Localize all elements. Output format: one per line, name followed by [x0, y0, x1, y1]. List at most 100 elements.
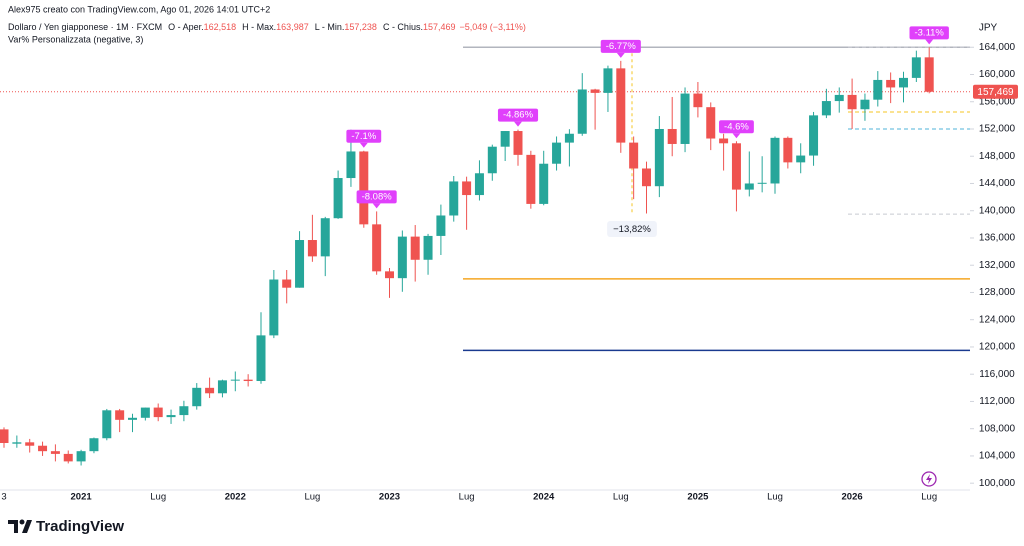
- ohlc-label: C - Chius.: [383, 22, 423, 32]
- candle-body: [359, 151, 369, 225]
- candle-body: [333, 178, 343, 219]
- candle-body: [526, 154, 536, 204]
- annotation-pointer: [732, 133, 741, 139]
- candle-body: [12, 442, 22, 444]
- candle-body: [474, 173, 484, 196]
- symbol-header: Dollaro / Yen giapponese · 1M · FXCM O - …: [8, 22, 526, 32]
- x-tick-label: 2025: [687, 492, 709, 503]
- candle-body: [320, 218, 330, 257]
- candle-body: [230, 379, 240, 381]
- candle-body: [166, 415, 176, 418]
- annotation-pointer: [359, 142, 368, 148]
- indicator: Var% Personalizzata (negative, 3): [8, 34, 143, 44]
- y-tick-label: 128,000: [979, 287, 1016, 298]
- candle-body: [847, 94, 857, 110]
- y-tick-label: 100,000: [979, 478, 1016, 489]
- annotation-text: -4.6%: [724, 121, 749, 132]
- annotation-pointer: [514, 121, 522, 127]
- annotation-box: [719, 120, 754, 134]
- candle-body: [38, 445, 48, 452]
- y-tick-label: 164,000: [979, 42, 1016, 53]
- y-tick-label: 140,000: [979, 205, 1016, 216]
- candle-body: [552, 142, 562, 164]
- candle-body: [603, 68, 613, 93]
- annotation-text: -8.08%: [362, 191, 393, 202]
- annotation-pointer: [372, 203, 381, 209]
- candle-body: [783, 137, 793, 163]
- y-tick-label: 160,000: [979, 69, 1016, 80]
- candle-body: [577, 89, 587, 134]
- candle-body: [436, 215, 446, 236]
- ohlc-label: H - Max.: [242, 22, 276, 32]
- candle-body: [449, 181, 459, 216]
- x-tick-label: 2026: [842, 492, 863, 503]
- candle-body: [513, 131, 523, 155]
- y-tick-label: 136,000: [979, 233, 1016, 244]
- candle-body: [616, 68, 626, 143]
- price-label: 157,469: [977, 87, 1014, 98]
- candle-body: [89, 438, 99, 452]
- candle-body: [924, 57, 934, 92]
- candle-body: [0, 429, 9, 443]
- annotation-text: -6.77%: [606, 41, 637, 52]
- candle-body: [153, 407, 163, 418]
- candle-body: [128, 417, 137, 420]
- candle-body: [140, 407, 150, 418]
- ohlc-label: O - Aper.: [168, 22, 204, 32]
- candle-body: [269, 279, 279, 336]
- logo-text: TradingView: [36, 518, 124, 535]
- annotation-pointer: [616, 52, 625, 58]
- candle-body: [860, 99, 870, 110]
- candle-body: [385, 271, 394, 279]
- candle-body: [629, 142, 639, 169]
- candle-body: [372, 224, 382, 272]
- y-tick-label: 152,000: [979, 124, 1016, 135]
- logo: TradingView: [8, 518, 124, 535]
- x-tick-label: 2021: [71, 492, 93, 503]
- candle-body: [115, 410, 125, 420]
- annotation-text: -4.86%: [503, 110, 534, 121]
- candle-body: [886, 79, 896, 88]
- price-label-box: [973, 84, 1018, 99]
- annotation-text: -7.1%: [351, 131, 376, 142]
- candle-body: [911, 57, 921, 78]
- x-tick-label: Lug: [767, 492, 783, 503]
- candle-body: [256, 335, 266, 382]
- y-tick-label: 120,000: [979, 342, 1016, 353]
- x-tick-label: Lug: [459, 492, 475, 503]
- candle-body: [462, 181, 472, 196]
- candle-body: [179, 406, 189, 416]
- annotation-box: [600, 39, 641, 53]
- candle-body: [834, 94, 844, 102]
- ohlc-value: 157,469: [423, 22, 456, 32]
- candle-body: [295, 240, 305, 288]
- y-axis-label: JPY: [979, 23, 998, 34]
- x-tick-label: Lug: [613, 492, 629, 503]
- candle-body: [821, 101, 831, 116]
- annotation-box: [497, 108, 539, 122]
- candle-body: [590, 89, 600, 93]
- symbol-name: Dollaro / Yen giapponese · 1M · FXCM: [8, 22, 162, 32]
- candle-body: [410, 236, 420, 260]
- candle-body: [500, 131, 510, 147]
- measure-box: [607, 221, 657, 237]
- ohlc-value: 162,518: [204, 22, 237, 32]
- candle-body: [757, 182, 767, 184]
- lightning-icon: [921, 471, 937, 487]
- y-tick-label: 144,000: [979, 178, 1016, 189]
- ohlc-label: L - Min.: [315, 22, 345, 32]
- candle-body: [654, 128, 664, 187]
- candle-body: [102, 410, 112, 439]
- candle-body: [719, 138, 729, 144]
- y-tick-label: 132,000: [979, 260, 1016, 271]
- x-tick-label: Lug: [304, 492, 320, 503]
- x-tick-label: 2024: [533, 492, 555, 503]
- candle-body: [346, 151, 356, 179]
- x-tick-label: 3: [1, 492, 6, 503]
- measure-text: −13,82%: [613, 224, 651, 235]
- candle-body: [25, 442, 35, 446]
- annotation-box: [356, 190, 397, 204]
- candle-body: [564, 133, 574, 143]
- candle-body: [796, 155, 806, 163]
